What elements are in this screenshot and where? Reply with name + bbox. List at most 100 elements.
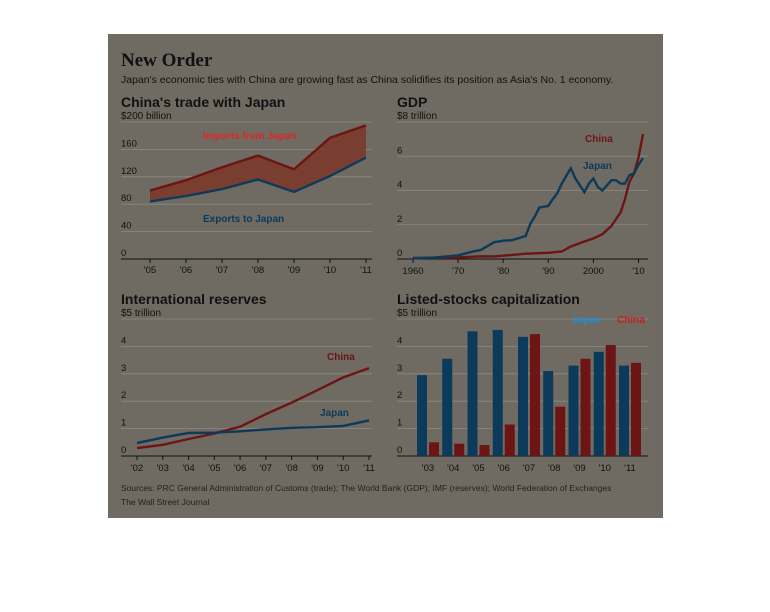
x-tick-label: '10: [337, 463, 349, 474]
y-tick-label: 2: [397, 390, 402, 401]
x-tick-label: '07: [523, 463, 535, 474]
y-tick-label: $5 trillion: [121, 308, 161, 319]
x-tick-label: '06: [234, 463, 246, 474]
x-tick-label: '08: [252, 265, 264, 276]
x-tick-label: '08: [285, 463, 297, 474]
x-tick-label: '05: [208, 463, 220, 474]
gdp-china-line: [412, 133, 645, 260]
reserves-chart: International reserves China Japan 0 1 2 3 4…: [121, 291, 375, 474]
bar-japan: [568, 365, 579, 456]
exports-label: Exports to Japan: [203, 214, 284, 225]
bar-china: [429, 442, 439, 456]
y-tick-label: 2: [397, 214, 402, 225]
stocks-japan-label: Japan: [572, 315, 601, 326]
trade-chart: China's trade with Japan Imports from Ja…: [121, 94, 372, 276]
bar-china: [454, 443, 465, 456]
reserves-japan-label: Japan: [320, 408, 349, 419]
stocks-chart: Listed-stocks capitalization Japan China…: [397, 291, 648, 474]
x-tick-label: '08: [548, 463, 560, 474]
x-tick-label: '09: [288, 265, 300, 276]
x-tick-label: '10: [324, 265, 336, 276]
x-tick-label: '02: [131, 463, 143, 474]
bar-china: [504, 424, 515, 456]
x-tick-label: '70: [452, 266, 464, 277]
y-tick-label: 4: [397, 180, 402, 191]
imports-line: [149, 124, 367, 192]
y-tick-label: 160: [121, 138, 137, 149]
y-tick-label: 3: [397, 363, 402, 374]
bar-china: [605, 345, 616, 456]
reserves-japan-line: [136, 419, 370, 445]
x-tick-label: 2000: [583, 266, 604, 277]
bar-japan: [543, 371, 554, 456]
bar-japan: [442, 358, 453, 456]
stocks-china-label: China: [617, 315, 645, 326]
x-tick-label: '09: [573, 463, 585, 474]
bar-japan: [518, 336, 528, 456]
x-tick-label: '90: [542, 266, 554, 277]
x-tick-label: 1960: [402, 266, 423, 277]
bar-japan: [492, 329, 503, 456]
x-tick-label: '06: [180, 265, 192, 276]
bar-japan: [619, 365, 629, 456]
bar-japan: [593, 351, 604, 456]
x-tick-label: '10: [632, 266, 644, 277]
y-tick-label: 6: [397, 145, 402, 156]
exports-line: [149, 156, 367, 203]
gdp-chart: GDP China Japan 0 2 4 6 $8 trillion 1960 '70 '8…: [397, 94, 648, 277]
x-tick-label: '10: [599, 463, 611, 474]
y-tick-label: $200 billion: [121, 111, 172, 122]
x-tick-label: '09: [311, 463, 323, 474]
x-tick-label: '11: [363, 463, 375, 474]
x-tick-label: '11: [624, 463, 636, 474]
y-tick-label: 4: [397, 335, 402, 346]
sources-note: Sources: PRC General Administration of C…: [121, 483, 611, 493]
y-tick-label: 0: [121, 248, 126, 259]
x-tick-label: '06: [498, 463, 510, 474]
trade-gap-area: [150, 125, 366, 202]
gdp-japan-line: [412, 157, 645, 260]
bar-japan: [467, 331, 478, 456]
x-tick-label: '04: [182, 463, 194, 474]
x-tick-label: '80: [497, 266, 509, 277]
page-subtitle: Japan's economic ties with China are gro…: [121, 74, 613, 86]
y-tick-label: 0: [121, 445, 126, 456]
imports-label: Imports from Japan: [203, 131, 296, 142]
x-tick-label: '05: [472, 463, 484, 474]
x-tick-label: '07: [260, 463, 272, 474]
y-tick-label: 80: [121, 193, 132, 204]
y-tick-label: 120: [121, 166, 137, 177]
y-tick-label: 4: [121, 335, 126, 346]
reserves-china-label: China: [327, 352, 355, 363]
x-tick-label: '07: [216, 265, 228, 276]
y-tick-label: 2: [121, 390, 126, 401]
y-tick-label: 3: [121, 363, 126, 374]
page-title: New Order: [121, 50, 213, 71]
y-tick-label: $5 trillion: [397, 308, 437, 319]
reserves-china-line: [136, 367, 370, 450]
stocks-chart-title: Listed-stocks capitalization: [397, 291, 580, 307]
gdp-china-label: China: [585, 134, 613, 145]
y-tick-label: 0: [397, 248, 402, 259]
x-tick-label: '05: [144, 265, 156, 276]
gdp-japan-label: Japan: [583, 161, 612, 172]
bar-china: [631, 362, 641, 456]
reserves-chart-title: International reserves: [121, 291, 267, 307]
x-tick-label: '04: [447, 463, 459, 474]
x-tick-label: '03: [157, 463, 169, 474]
y-tick-label: 0: [397, 445, 402, 456]
trade-chart-title: China's trade with Japan: [121, 94, 285, 110]
y-tick-label: 1: [397, 418, 402, 429]
bar-china: [580, 358, 591, 456]
bar-china: [555, 406, 566, 456]
bar-japan: [417, 375, 427, 456]
publisher-credit: The Wall Street Journal: [121, 497, 210, 507]
x-tick-label: '03: [422, 463, 434, 474]
bar-china: [530, 334, 540, 456]
x-tick-label: '11: [360, 265, 372, 276]
gdp-chart-title: GDP: [397, 94, 427, 110]
y-tick-label: 40: [121, 221, 132, 232]
bar-china: [479, 445, 490, 456]
y-tick-label: $8 trillion: [397, 111, 437, 122]
